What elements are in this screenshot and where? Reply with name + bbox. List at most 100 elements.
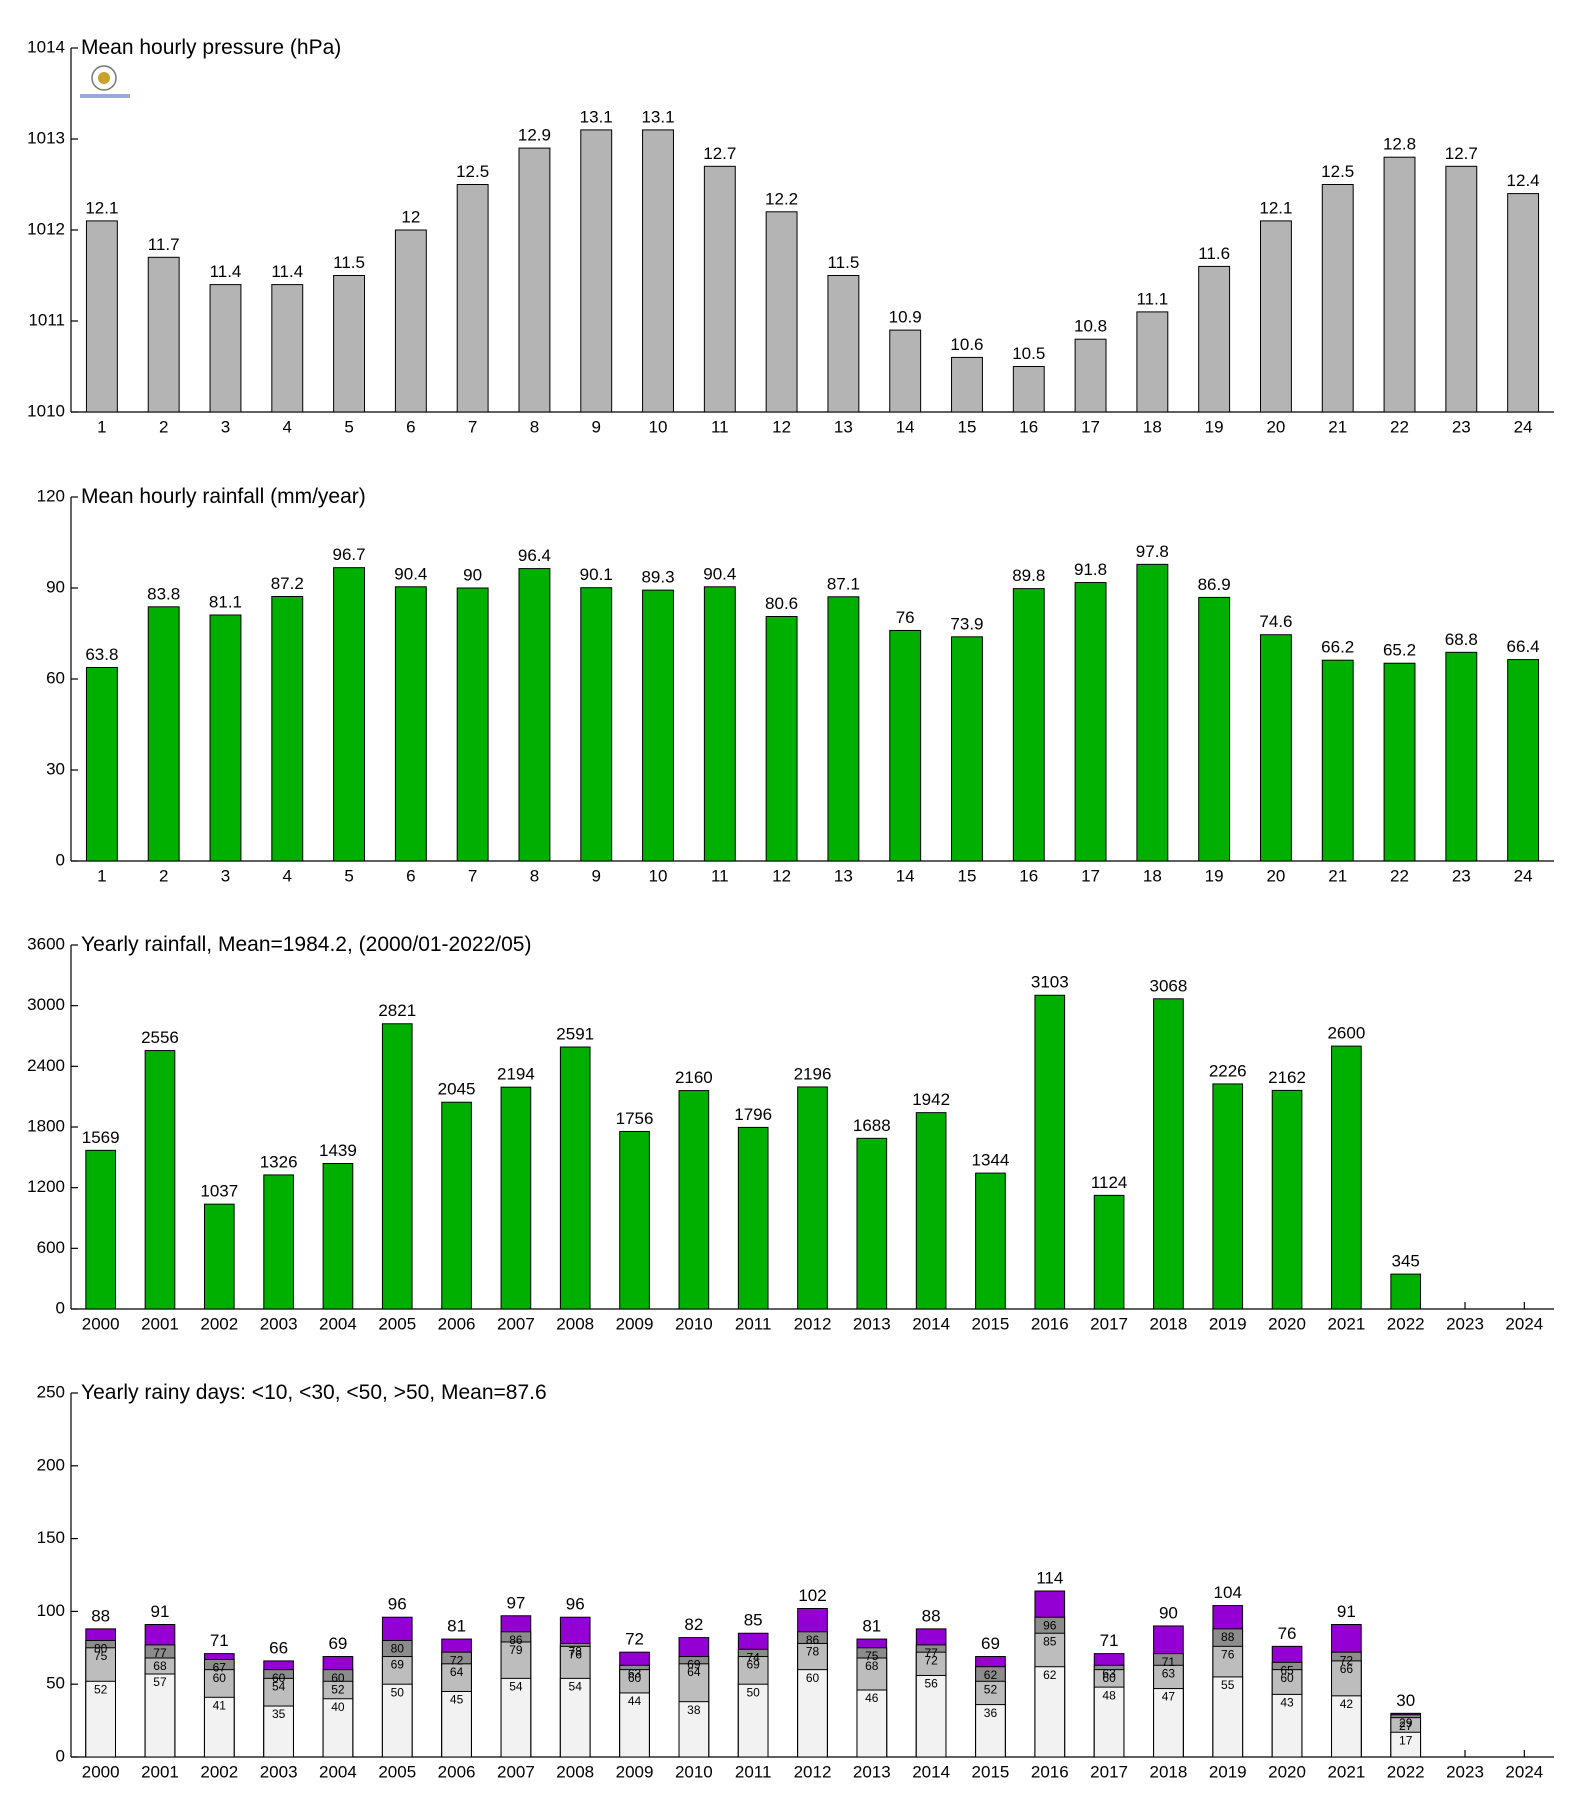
segment-label: 60 xyxy=(272,1671,286,1685)
bar xyxy=(856,1137,888,1310)
bar xyxy=(619,1130,650,1310)
x-tick-label: 22 xyxy=(1390,417,1409,436)
x-tick-label: 8 xyxy=(530,866,539,885)
segment-label: 50 xyxy=(747,1685,761,1699)
segment-label: 78 xyxy=(569,1645,583,1659)
value-label: 1569 xyxy=(82,1128,120,1147)
bar xyxy=(456,587,489,862)
x-tick-label: 1 xyxy=(97,866,106,885)
x-tick-label: 7 xyxy=(468,866,477,885)
x-tick-label: 2003 xyxy=(260,1314,298,1333)
x-tick-label: 2001 xyxy=(141,1762,179,1781)
x-tick-label: 4 xyxy=(283,417,292,436)
bar xyxy=(85,220,118,413)
segment-label: 66 xyxy=(1340,1662,1354,1676)
value-label: 81.1 xyxy=(209,592,242,611)
x-tick-label: 14 xyxy=(896,866,915,885)
value-label: 65.2 xyxy=(1383,641,1416,660)
bar xyxy=(147,256,180,413)
segment-label: 78 xyxy=(806,1645,820,1659)
y-tick-label: 1011 xyxy=(28,310,65,329)
y-tick-label: 3600 xyxy=(27,934,65,953)
segment-label: 62 xyxy=(984,1668,998,1682)
x-tick-label: 2021 xyxy=(1327,1314,1365,1333)
value-label: 76 xyxy=(1278,1624,1297,1643)
x-tick-label: 13 xyxy=(834,417,853,436)
bar-segment xyxy=(797,1669,828,1758)
bar xyxy=(381,1023,413,1310)
segment-label: 35 xyxy=(272,1707,286,1721)
bar xyxy=(1212,1083,1244,1310)
segment-label: 72 xyxy=(924,1653,938,1667)
bar xyxy=(1034,994,1066,1310)
bar xyxy=(827,596,860,862)
x-tick-label: 10 xyxy=(649,417,668,436)
segment-label: 63 xyxy=(1162,1666,1176,1680)
value-label: 97 xyxy=(506,1593,525,1612)
x-tick-label: 2019 xyxy=(1209,1314,1247,1333)
x-tick-label: 14 xyxy=(896,417,915,436)
bar xyxy=(1390,1273,1422,1310)
segment-label: 42 xyxy=(1340,1697,1354,1711)
y-tick-label: 2400 xyxy=(27,1056,65,1075)
x-tick-label: 19 xyxy=(1205,866,1224,885)
value-label: 1326 xyxy=(260,1152,298,1171)
segment-label: 76 xyxy=(569,1648,583,1662)
logo xyxy=(80,65,130,98)
x-tick-label: 20 xyxy=(1266,417,1285,436)
x-tick-label: 18 xyxy=(1143,417,1162,436)
bar xyxy=(951,356,983,413)
x-tick-label: 2013 xyxy=(853,1314,891,1333)
bar xyxy=(1074,338,1107,413)
segment-label: 64 xyxy=(450,1665,464,1679)
value-label: 11.5 xyxy=(827,253,859,272)
value-label: 71 xyxy=(210,1631,229,1650)
segment-label: 17 xyxy=(1399,1733,1413,1747)
bar xyxy=(203,1203,235,1310)
value-label: 88 xyxy=(91,1606,110,1625)
segment-label: 52 xyxy=(984,1682,998,1696)
bar-segment xyxy=(975,1704,1006,1758)
segment-label: 69 xyxy=(747,1658,761,1672)
segment-label: 27 xyxy=(1399,1719,1413,1733)
x-tick-label: 7 xyxy=(468,417,477,436)
segment-label: 80 xyxy=(94,1642,108,1656)
y-tick-label: 0 xyxy=(56,1746,65,1765)
x-tick-label: 11 xyxy=(711,417,729,436)
chart-title: Mean hourly rainfall (mm/year) xyxy=(81,485,366,508)
value-label: 3103 xyxy=(1031,973,1069,992)
y-tick-label: 100 xyxy=(37,1601,65,1620)
x-tick-label: 2001 xyxy=(141,1314,179,1333)
value-label: 12.4 xyxy=(1507,171,1540,190)
x-tick-label: 3 xyxy=(221,866,230,885)
segment-label: 54 xyxy=(569,1680,583,1694)
bar xyxy=(1383,662,1416,862)
y-tick-label: 1013 xyxy=(27,128,65,147)
x-tick-label: 2018 xyxy=(1150,1762,1188,1781)
bar xyxy=(1012,366,1045,413)
value-label: 2591 xyxy=(556,1025,594,1044)
x-tick-label: 2002 xyxy=(200,1314,238,1333)
y-tick-label: 60 xyxy=(46,668,65,687)
value-label: 11.1 xyxy=(1136,289,1168,308)
bar-segment xyxy=(1271,1693,1303,1758)
value-label: 1439 xyxy=(319,1141,357,1160)
x-tick-label: 2005 xyxy=(378,1762,416,1781)
x-tick-label: 15 xyxy=(958,417,977,436)
y-tick-label: 120 xyxy=(37,486,65,505)
x-tick-label: 15 xyxy=(958,866,977,885)
x-tick-label: 2020 xyxy=(1268,1314,1306,1333)
value-label: 12.5 xyxy=(456,162,489,181)
bar xyxy=(1153,998,1184,1310)
segment-label: 29 xyxy=(1399,1716,1413,1730)
x-tick-label: 22 xyxy=(1390,866,1409,885)
value-label: 2162 xyxy=(1268,1068,1306,1087)
value-label: 89.8 xyxy=(1012,566,1045,585)
value-label: 13.1 xyxy=(580,107,613,126)
bar-segment xyxy=(263,1705,294,1758)
value-label: 30 xyxy=(1396,1691,1415,1710)
bar-segment xyxy=(322,1698,354,1758)
y-tick-label: 1800 xyxy=(27,1116,65,1135)
x-tick-label: 21 xyxy=(1328,866,1347,885)
segment-label: 36 xyxy=(984,1706,998,1720)
